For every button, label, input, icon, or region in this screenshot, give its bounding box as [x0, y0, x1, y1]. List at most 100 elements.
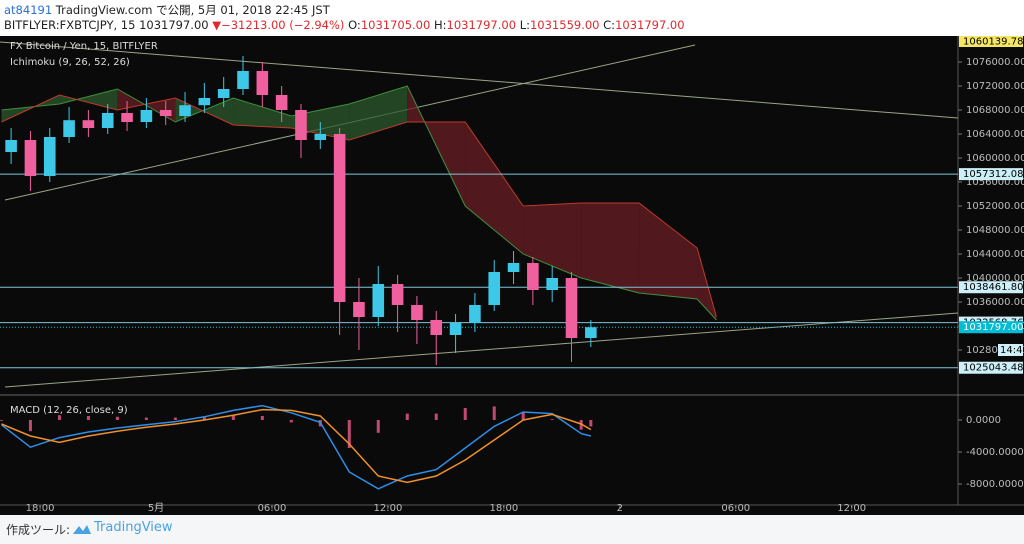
y-tick-label: -4000.0000 — [966, 447, 1024, 458]
header-line-2: BITFLYER:FXBTCJPY, 15 1031797.00 ▼−31213… — [4, 18, 685, 32]
indicator-label: Ichimoku (9, 26, 52, 26) — [10, 57, 130, 68]
cloud-fill — [639, 202, 698, 299]
histogram-bar — [434, 413, 438, 420]
y-tick-label: -8000.0000 — [966, 479, 1024, 490]
cloud-fill — [465, 121, 524, 254]
candle-body — [391, 283, 404, 305]
trend-line — [4, 312, 959, 388]
candle-body — [43, 136, 56, 176]
arrow: ▼ — [212, 18, 222, 32]
ohlc-value: 1031797.00 — [615, 18, 685, 32]
y-tick-label: 1072000.00 — [966, 81, 1024, 92]
histogram-bar — [173, 417, 177, 420]
countdown-bg — [998, 343, 1023, 356]
ohlc-value: 1031797.00 — [446, 18, 517, 32]
top-label-bg — [959, 36, 1023, 47]
candle-body — [159, 109, 172, 116]
price-label: 1025043.48 — [963, 363, 1023, 374]
candle-body — [411, 304, 423, 320]
histogram-bar — [57, 415, 61, 420]
y-tick-label: 0.0000 — [966, 415, 1001, 426]
price-label-bg — [959, 168, 1023, 181]
histogram-bar — [463, 408, 467, 420]
candle-body — [314, 133, 327, 140]
y-tick-label: 1048000.00 — [966, 225, 1024, 236]
logo — [73, 525, 91, 534]
candle-body — [527, 262, 539, 290]
candle-body — [372, 283, 385, 317]
histogram-bar — [231, 415, 235, 420]
price-label: 1038461.80 — [963, 282, 1023, 293]
candle-body — [217, 88, 230, 98]
candle-body — [63, 120, 75, 137]
macd-line — [0, 404, 592, 490]
macd-label: MACD (12, 26, close, 9) — [10, 405, 128, 416]
price-label-bg — [959, 281, 1023, 294]
macd-line — [1, 408, 592, 484]
ohlc-key: H: — [433, 18, 447, 32]
chart-title: FX Bitcoin / Yen, 15, BITFLYER — [10, 41, 158, 52]
candle-body — [488, 271, 501, 305]
y-tick-label: 1028000.00 — [966, 345, 1024, 356]
histogram-bar — [202, 416, 206, 420]
user[interactable]: at84191 — [4, 3, 53, 17]
y-tick-label: 1068000.00 — [966, 105, 1024, 116]
candle-body — [565, 277, 578, 338]
published: TradingView.com で公開, 5月 01, 2018 22:45 J… — [55, 3, 330, 17]
ohlc-value: 1031559.00 — [529, 18, 600, 32]
y-tick-label: 1076000.00 — [966, 57, 1024, 68]
cloud-fill — [523, 202, 582, 278]
histogram-bar — [115, 416, 119, 420]
histogram-bar — [86, 416, 90, 420]
candle-body — [198, 97, 211, 106]
candle-body — [275, 94, 288, 110]
change: −31213.00 (−2.94%) — [221, 18, 345, 32]
x-tick-label: 06:00 — [258, 503, 287, 514]
histogram-bar — [289, 420, 293, 423]
y-tick-label: 1060000.00 — [966, 153, 1024, 164]
histogram-bar — [347, 420, 351, 448]
ohlc-key: C: — [603, 18, 616, 32]
candle-body — [546, 277, 558, 290]
histogram-bar — [0, 420, 3, 421]
y-tick-label: 1036000.00 — [966, 297, 1024, 308]
y-tick-label: 1040000.00 — [966, 273, 1024, 284]
header-line-1: at84191 TradingView.com で公開, 5月 01, 2018… — [4, 2, 330, 18]
histogram-bar — [492, 406, 496, 420]
candle-body — [140, 109, 153, 122]
candle-body — [353, 301, 365, 317]
candle-body — [5, 139, 17, 152]
trend-line — [0, 41, 959, 119]
cloud-fill — [581, 202, 640, 293]
brand[interactable]: TradingView — [94, 520, 173, 535]
candle-body — [469, 304, 481, 323]
y-tick-label: 1064000.00 — [966, 129, 1024, 140]
histogram-bar — [144, 417, 148, 420]
histogram-bar — [589, 420, 593, 427]
candle-body — [237, 70, 249, 89]
footer: 作成ツール: TradingView — [0, 515, 1024, 544]
candle-body — [449, 322, 462, 335]
x-tick-label: 5月 — [148, 502, 164, 514]
cloud-fill — [175, 97, 234, 125]
ichimoku-span — [1, 85, 717, 321]
candle-body — [24, 139, 37, 176]
histogram-bar — [376, 420, 380, 433]
candle-body — [430, 319, 443, 335]
x-tick-label: 06:00 — [721, 503, 750, 514]
x-tick-label: 18:00 — [489, 503, 518, 514]
made-with: 作成ツール: — [6, 523, 71, 537]
last: 1031797.00 — [139, 18, 209, 32]
x-tick-label: 12:00 — [374, 503, 403, 514]
y-tick-label: 1052000.00 — [966, 201, 1024, 212]
histogram-bar — [550, 419, 554, 420]
ohlc-key: O: — [348, 18, 361, 32]
histogram-bar — [521, 412, 525, 420]
histogram-bar — [260, 416, 264, 420]
cloud-fill — [233, 97, 292, 128]
histogram-bar — [28, 420, 32, 432]
candle-body — [256, 70, 269, 95]
candle-body — [121, 112, 133, 122]
top-label: 1060139.78 — [963, 37, 1023, 48]
